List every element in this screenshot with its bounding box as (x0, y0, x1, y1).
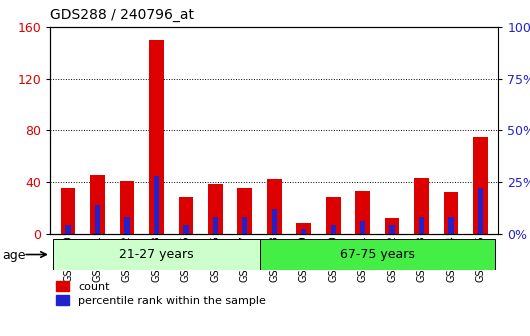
Bar (296, 223, 311, 234)
Bar (179, 197, 193, 234)
Text: GDS288 / 240796_at: GDS288 / 240796_at (50, 8, 195, 22)
Bar (390, 225, 395, 234)
Text: 21-27 years: 21-27 years (119, 248, 194, 261)
Bar (355, 191, 370, 234)
Bar (301, 229, 306, 234)
Bar (478, 188, 483, 234)
Bar (331, 225, 336, 234)
Bar (54, 239, 260, 270)
Bar (120, 180, 134, 234)
Bar (326, 197, 341, 234)
Bar (154, 176, 159, 234)
Bar (95, 205, 100, 234)
Text: age: age (3, 249, 26, 262)
Bar (267, 179, 281, 234)
Bar (448, 217, 454, 234)
Bar (183, 225, 189, 234)
Bar (242, 217, 248, 234)
Bar (213, 217, 218, 234)
Bar (444, 192, 458, 234)
Bar (149, 40, 164, 234)
Bar (90, 175, 105, 234)
Legend: count, percentile rank within the sample: count, percentile rank within the sample (56, 281, 266, 306)
Bar (60, 188, 75, 234)
Bar (208, 184, 223, 234)
Bar (271, 209, 277, 234)
Bar (385, 218, 400, 234)
Text: 67-75 years: 67-75 years (340, 248, 415, 261)
Bar (125, 217, 130, 234)
Bar (473, 137, 488, 234)
Bar (237, 188, 252, 234)
Bar (260, 239, 495, 270)
Bar (65, 225, 70, 234)
Bar (360, 221, 365, 234)
Bar (419, 217, 424, 234)
Bar (414, 178, 429, 234)
